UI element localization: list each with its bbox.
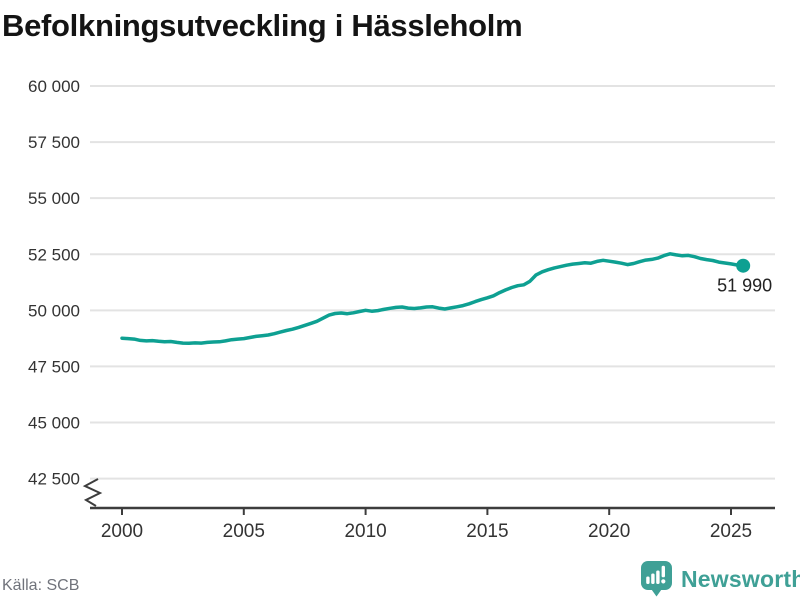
y-axis-tick-label: 47 500 xyxy=(28,357,80,376)
x-axis-tick-label: 2015 xyxy=(466,521,508,542)
x-axis-tick-label: 2010 xyxy=(344,521,386,542)
newsworthy-logo: Newsworthy xyxy=(640,560,800,598)
x-axis-tick-label: 2000 xyxy=(101,521,143,542)
y-axis-tick-label: 45 000 xyxy=(28,414,80,433)
y-axis-tick-label: 52 500 xyxy=(28,245,80,264)
x-axis-tick-label: 2025 xyxy=(710,521,752,542)
y-axis-tick-label: 42 500 xyxy=(28,470,80,489)
chart-title: Befolkningsutveckling i Hässleholm xyxy=(2,8,523,43)
y-axis-break-icon xyxy=(82,478,103,507)
last-point-marker xyxy=(736,258,751,273)
y-axis-tick-label: 57 500 xyxy=(28,133,80,152)
source-attribution: Källa: SCB xyxy=(2,577,80,594)
y-axis-tick-label: 55 000 xyxy=(28,189,80,208)
last-value-label: 51 990 xyxy=(717,276,772,296)
newsworthy-speech-bubble-bar-chart-icon xyxy=(641,561,672,597)
y-axis-tick-label: 50 000 xyxy=(28,301,80,320)
newsworthy-logo-text: Newsworthy xyxy=(681,565,800,592)
x-axis-tick-label: 2020 xyxy=(588,521,630,542)
y-axis-tick-label: 60 000 xyxy=(28,77,80,96)
population-series-line xyxy=(120,252,745,346)
x-axis-tick-label: 2005 xyxy=(223,521,265,542)
